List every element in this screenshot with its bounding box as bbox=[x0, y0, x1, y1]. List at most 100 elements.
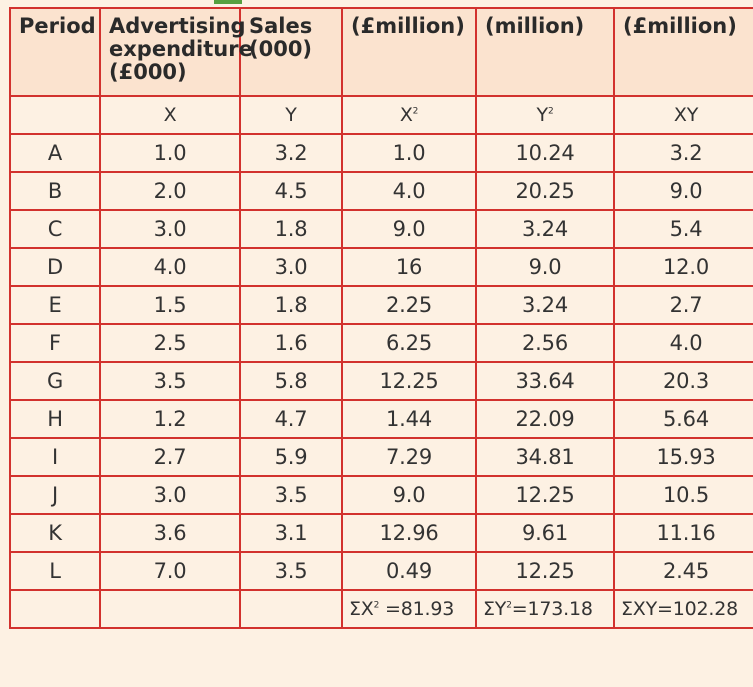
symbol-cell: X bbox=[99, 95, 241, 135]
x-cell: 3.6 bbox=[99, 513, 241, 553]
y-squared-cell: 10.24 bbox=[475, 133, 615, 173]
sum-x-squared: ΣX2 =81.93 bbox=[341, 589, 477, 629]
y-squared-cell: 33.64 bbox=[475, 361, 615, 401]
table-row: L 7.0 3.5 0.49 12.25 2.45 bbox=[9, 551, 753, 591]
symbol-text: Y bbox=[536, 103, 549, 126]
xy-cell: 11.16 bbox=[613, 513, 753, 553]
y-cell: 5.9 bbox=[239, 437, 343, 477]
y-cell: 1.6 bbox=[239, 323, 343, 363]
y-cell: 1.8 bbox=[239, 285, 343, 325]
y-squared-cell: 3.24 bbox=[475, 209, 615, 249]
period-cell: H bbox=[9, 399, 101, 439]
x-cell: 4.0 bbox=[99, 247, 241, 287]
y-squared-cell: 34.81 bbox=[475, 437, 615, 477]
xy-cell: 9.0 bbox=[613, 171, 753, 211]
x-squared-cell: 9.0 bbox=[341, 209, 477, 249]
symbol-text: X bbox=[399, 103, 413, 126]
x-cell: 2.5 bbox=[99, 323, 241, 363]
y-squared-cell: 12.25 bbox=[475, 551, 615, 591]
x-squared-cell: 2.25 bbox=[341, 285, 477, 325]
y-squared-cell: 2.56 bbox=[475, 323, 615, 363]
period-cell: C bbox=[9, 209, 101, 249]
x-cell: 2.0 bbox=[99, 171, 241, 211]
y-squared-cell: 3.24 bbox=[475, 285, 615, 325]
sum-label: ΣY bbox=[483, 597, 507, 620]
x-cell: 2.7 bbox=[99, 437, 241, 477]
table-row: K 3.6 3.1 12.96 9.61 11.16 bbox=[9, 513, 753, 553]
x-cell: 1.2 bbox=[99, 399, 241, 439]
x-squared-cell: 16 bbox=[341, 247, 477, 287]
x-cell: 3.5 bbox=[99, 361, 241, 401]
sum-value: =102.28 bbox=[657, 597, 739, 620]
page-top-band bbox=[0, 0, 753, 7]
period-cell: A bbox=[9, 133, 101, 173]
header-advertising: Advertising expenditure (£000) bbox=[99, 7, 253, 97]
xy-cell: 4.0 bbox=[613, 323, 753, 363]
sum-label: ΣX bbox=[349, 597, 374, 620]
superscript: 2 bbox=[412, 106, 419, 117]
superscript: 2 bbox=[547, 106, 554, 117]
table-row: D 4.0 3.0 16 9.0 12.0 bbox=[9, 247, 753, 287]
period-cell: K bbox=[9, 513, 101, 553]
symbol-row: X Y X2 Y2 XY bbox=[9, 95, 753, 135]
header-xy-unit: (£million) bbox=[613, 7, 753, 97]
y-cell: 4.7 bbox=[239, 399, 343, 439]
x-cell: 7.0 bbox=[99, 551, 241, 591]
empty-cell bbox=[9, 589, 101, 629]
y-squared-cell: 20.25 bbox=[475, 171, 615, 211]
header-y-squared-unit: (million) bbox=[475, 7, 615, 97]
y-squared-cell: 12.25 bbox=[475, 475, 615, 515]
symbol-text: Y bbox=[285, 103, 297, 126]
table-row: J 3.0 3.5 9.0 12.25 10.5 bbox=[9, 475, 753, 515]
symbol-cell: Y bbox=[239, 95, 343, 135]
table-row: E 1.5 1.8 2.25 3.24 2.7 bbox=[9, 285, 753, 325]
xy-cell: 3.2 bbox=[613, 133, 753, 173]
xy-cell: 5.4 bbox=[613, 209, 753, 249]
regression-data-table: Period Advertising expenditure (£000) Sa… bbox=[9, 7, 753, 629]
symbol-cell: X2 bbox=[341, 95, 477, 135]
x-cell: 3.0 bbox=[99, 475, 241, 515]
x-squared-cell: 6.25 bbox=[341, 323, 477, 363]
y-squared-cell: 22.09 bbox=[475, 399, 615, 439]
x-cell: 1.0 bbox=[99, 133, 241, 173]
totals-row: ΣX2 =81.93 ΣY2=173.18 ΣXY=102.28 bbox=[9, 589, 753, 629]
sum-value: =81.93 bbox=[379, 597, 455, 620]
table-row: C 3.0 1.8 9.0 3.24 5.4 bbox=[9, 209, 753, 249]
table-row: H 1.2 4.7 1.44 22.09 5.64 bbox=[9, 399, 753, 439]
symbol-text: XY bbox=[673, 103, 699, 126]
table-row: B 2.0 4.5 4.0 20.25 9.0 bbox=[9, 171, 753, 211]
sum-label: ΣXY bbox=[621, 597, 658, 620]
period-cell: D bbox=[9, 247, 101, 287]
table-row: I 2.7 5.9 7.29 34.81 15.93 bbox=[9, 437, 753, 477]
symbol-cell: Y2 bbox=[475, 95, 615, 135]
symbol-cell bbox=[9, 95, 101, 135]
period-cell: F bbox=[9, 323, 101, 363]
y-cell: 1.8 bbox=[239, 209, 343, 249]
symbol-text: X bbox=[163, 103, 177, 126]
xy-cell: 2.7 bbox=[613, 285, 753, 325]
table-row: A 1.0 3.2 1.0 10.24 3.2 bbox=[9, 133, 753, 173]
sum-xy: ΣXY=102.28 bbox=[613, 589, 753, 629]
y-squared-cell: 9.0 bbox=[475, 247, 615, 287]
x-cell: 3.0 bbox=[99, 209, 241, 249]
period-cell: E bbox=[9, 285, 101, 325]
empty-cell bbox=[239, 589, 343, 629]
x-squared-cell: 7.29 bbox=[341, 437, 477, 477]
y-cell: 5.8 bbox=[239, 361, 343, 401]
x-squared-cell: 4.0 bbox=[341, 171, 477, 211]
superscript: 2 bbox=[506, 600, 512, 611]
x-squared-cell: 12.96 bbox=[341, 513, 477, 553]
xy-cell: 12.0 bbox=[613, 247, 753, 287]
empty-cell bbox=[99, 589, 241, 629]
y-cell: 3.5 bbox=[239, 475, 343, 515]
x-squared-cell: 1.44 bbox=[341, 399, 477, 439]
period-cell: J bbox=[9, 475, 101, 515]
x-squared-cell: 1.0 bbox=[341, 133, 477, 173]
x-squared-cell: 12.25 bbox=[341, 361, 477, 401]
header-sales: Sales (000) bbox=[239, 7, 343, 97]
period-cell: G bbox=[9, 361, 101, 401]
sum-value: =173.18 bbox=[511, 597, 593, 620]
y-cell: 3.5 bbox=[239, 551, 343, 591]
y-cell: 3.2 bbox=[239, 133, 343, 173]
header-x-squared-unit: (£million) bbox=[341, 7, 477, 97]
